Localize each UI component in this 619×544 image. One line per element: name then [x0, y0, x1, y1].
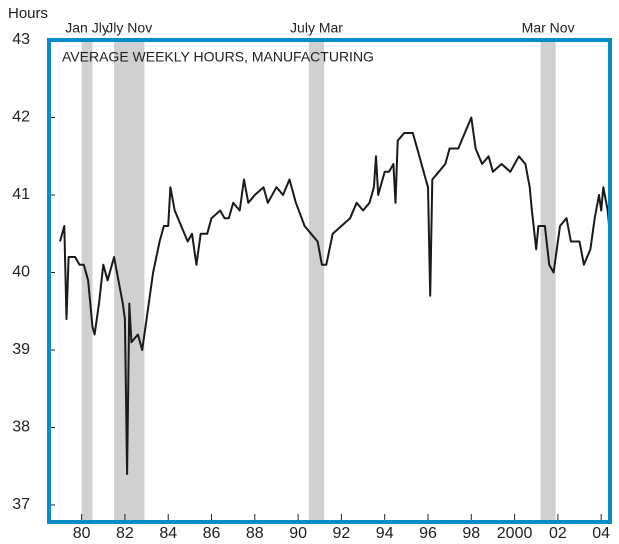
x-tick-label: 84	[159, 525, 177, 542]
recession-label: Jly Nov	[106, 20, 152, 36]
recession-shade	[308, 40, 325, 522]
recession-label: July Mar	[290, 20, 343, 36]
chart-title: AVERAGE WEEKLY HOURS, MANUFACTURING	[62, 49, 374, 65]
y-tick-label: 42	[12, 109, 30, 126]
y-tick-label: 37	[12, 496, 30, 513]
y-axis-label: Hours	[8, 5, 48, 22]
y-tick-label: 41	[12, 186, 30, 203]
x-tick-label: 94	[376, 525, 394, 542]
recession-label: Mar Nov	[522, 20, 575, 36]
data-line	[59, 116, 611, 475]
x-tick-label: 82	[116, 525, 134, 542]
x-tick-label: 90	[289, 525, 307, 542]
x-tick-label: 04	[592, 525, 610, 542]
recession-shade	[81, 40, 93, 522]
x-tick-label: 86	[203, 525, 221, 542]
x-tick-label: 98	[462, 525, 480, 542]
x-tick-label: 88	[246, 525, 264, 542]
plot-frame	[47, 38, 612, 524]
recession-label: Jan Jly	[65, 20, 109, 36]
y-tick-label: 40	[12, 264, 30, 281]
x-tick-label: 80	[73, 525, 91, 542]
y-tick-label: 39	[12, 341, 30, 358]
x-tick-label: 02	[549, 525, 567, 542]
recession-shade	[540, 40, 556, 522]
y-tick-label: 38	[12, 419, 30, 436]
x-tick-label: 96	[419, 525, 437, 542]
x-tick-label: 92	[333, 525, 351, 542]
x-tick-label: 2000	[497, 525, 533, 542]
y-tick-label: 43	[12, 31, 30, 48]
